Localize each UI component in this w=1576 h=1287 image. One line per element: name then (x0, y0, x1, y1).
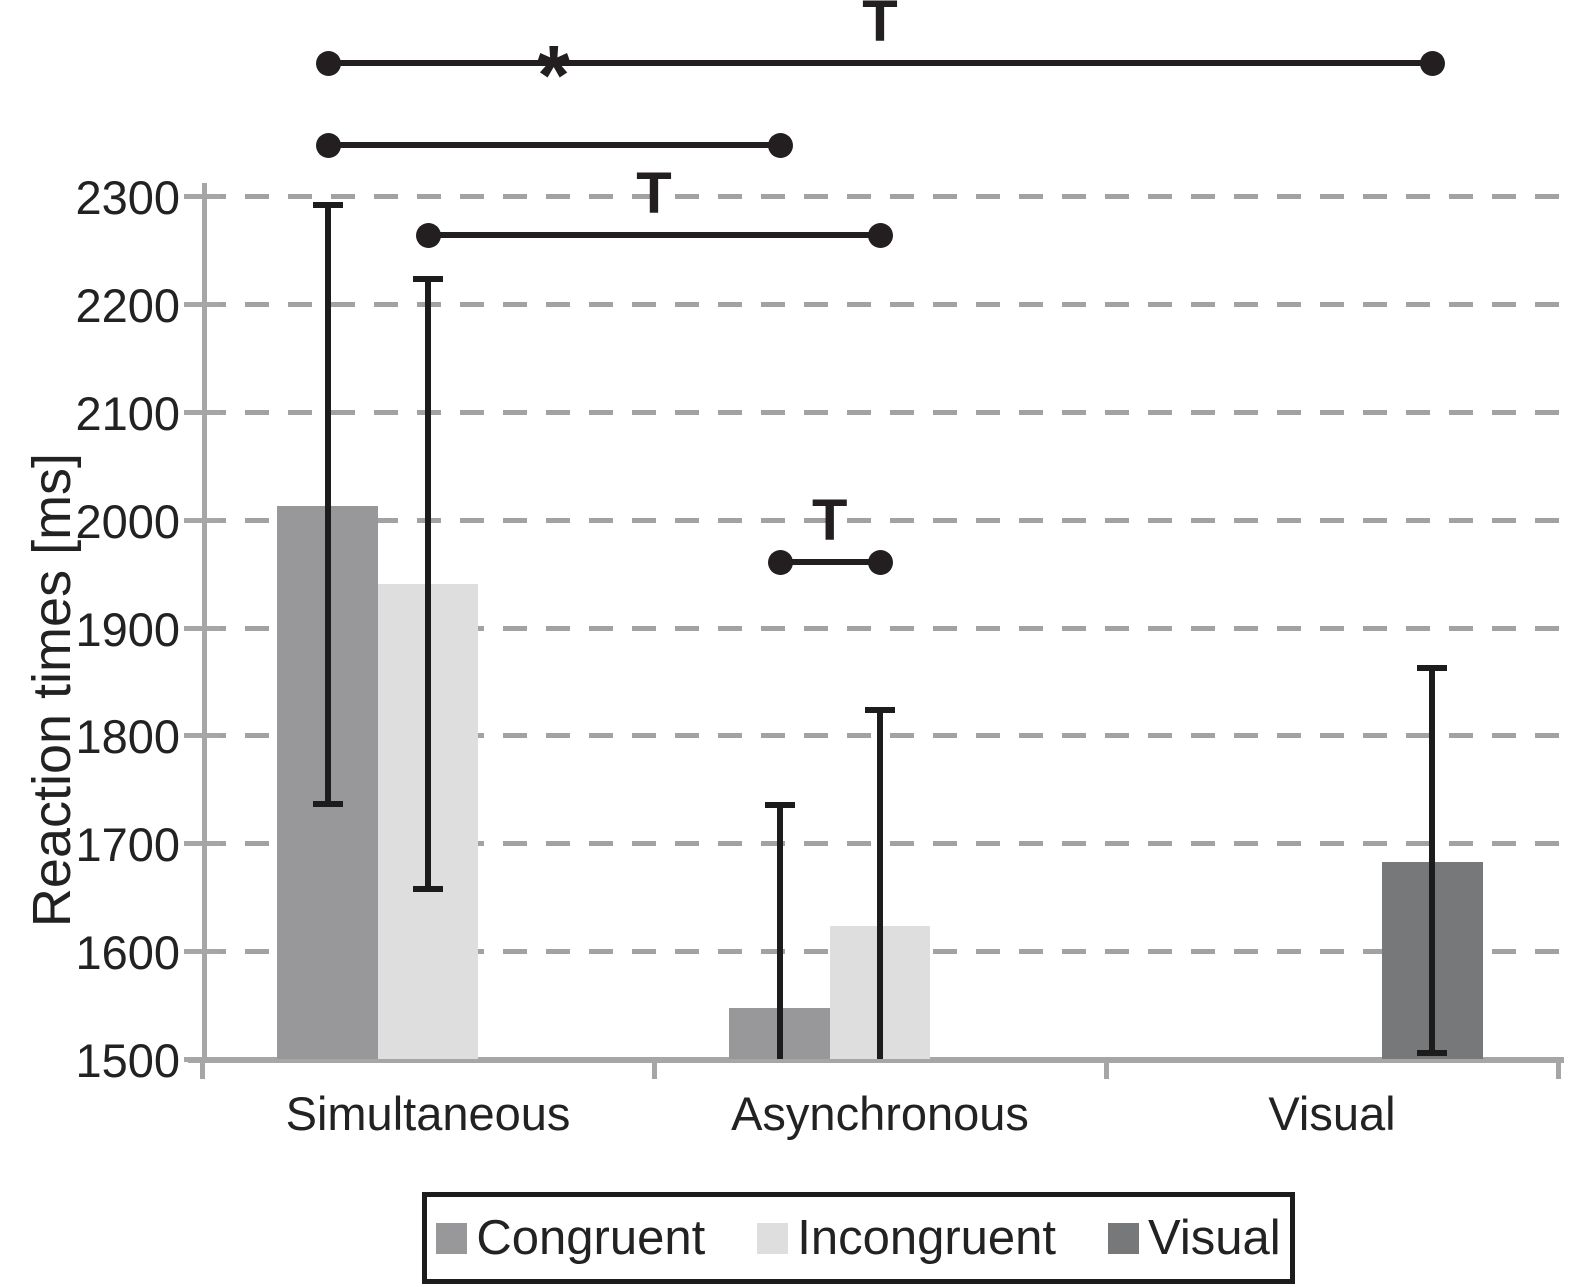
legend-swatch-visual (1108, 1222, 1140, 1254)
legend-label-incongruent: Incongruent (797, 1210, 1057, 1265)
significance-bracket-1-line (327, 142, 780, 148)
gridline-2200 (202, 301, 1564, 307)
significance-bracket-2-dot-left (416, 223, 441, 248)
significance-bracket-0-label: T (862, 0, 898, 54)
y-tick-mark-2300 (184, 194, 220, 199)
legend-swatch-incongruent (757, 1222, 789, 1254)
x-tick-stub-0 (200, 1057, 205, 1079)
legend-item-incongruent: Incongruent (757, 1210, 1057, 1265)
gridline-1800 (202, 733, 1564, 739)
error-bar-visual-visual-cap-top (1417, 665, 1448, 672)
x-axis-label-visual: Visual (1268, 1087, 1396, 1140)
significance-bracket-2-dot-right (868, 223, 893, 248)
x-axis-line (188, 1057, 1564, 1063)
significance-bracket-1-dot-left (315, 133, 341, 158)
error-bar-visual-visual-cap-bottom (1417, 1049, 1448, 1056)
significance-bracket-1-dot-right (767, 133, 793, 158)
gridline-2100 (202, 409, 1564, 415)
significance-bracket-3-line (779, 559, 880, 565)
legend-item-congruent: Congruent (436, 1210, 706, 1265)
gridline-1700 (202, 841, 1564, 847)
significance-bracket-3-label: T (812, 488, 848, 553)
x-tick-stub-3 (1556, 1057, 1561, 1079)
error-bar-simultaneous-incongruent-cap-bottom (413, 885, 443, 892)
error-bar-simultaneous-congruent-cap-bottom (312, 801, 343, 808)
significance-bracket-3-dot-left (767, 550, 793, 575)
error-bar-asynchronous-incongruent (877, 709, 883, 1059)
legend-label-congruent: Congruent (476, 1210, 706, 1265)
error-bar-simultaneous-incongruent-cap-top (413, 275, 443, 282)
error-bar-asynchronous-congruent-cap-top (764, 802, 795, 809)
y-tick-label-2000: 2000 (75, 494, 180, 548)
error-bar-simultaneous-congruent-cap-top (312, 201, 343, 208)
x-axis-label-simultaneous: Simultaneous (285, 1087, 571, 1140)
y-tick-label-1800: 1800 (75, 710, 180, 764)
gridline-1900 (202, 625, 1564, 631)
y-tick-mark-2100 (184, 409, 220, 415)
y-tick-label-1700: 1700 (75, 818, 180, 872)
legend-label-visual: Visual (1148, 1210, 1281, 1265)
significance-bracket-2-label: T (636, 161, 672, 226)
y-tick-mark-1800 (184, 733, 220, 739)
y-tick-label-1900: 1900 (75, 602, 180, 656)
error-bar-simultaneous-incongruent (425, 277, 431, 890)
y-tick-mark-1600 (184, 949, 220, 955)
error-bar-asynchronous-incongruent-cap-top (865, 707, 895, 714)
legend: Congruent Incongruent Visual (422, 1192, 1295, 1284)
y-tick-label-2200: 2200 (75, 278, 180, 332)
y-tick-mark-1700 (184, 841, 220, 847)
significance-bracket-3-dot-right (868, 550, 893, 575)
significance-bracket-0-dot-left (315, 51, 341, 76)
significance-bracket-0-line (327, 60, 1433, 66)
y-tick-label-1500: 1500 (75, 1034, 180, 1087)
x-tick-stub-1 (652, 1057, 657, 1079)
y-tick-label-2100: 2100 (75, 386, 180, 440)
legend-swatch-congruent (436, 1222, 468, 1254)
y-tick-mark-2200 (184, 301, 220, 307)
significance-bracket-0-dot-right (1420, 51, 1446, 76)
y-tick-mark-1900 (184, 625, 220, 631)
significance-bracket-2-line (428, 232, 880, 238)
gridline-2300 (202, 194, 1564, 199)
y-axis-line (202, 183, 207, 1063)
x-axis-label-asynchronous: Asynchronous (731, 1087, 1029, 1140)
error-bar-asynchronous-congruent (776, 804, 783, 1059)
legend-item-visual: Visual (1108, 1210, 1281, 1265)
gridline-2000 (202, 517, 1564, 523)
error-bar-visual-visual (1429, 667, 1436, 1054)
y-tick-label-2300: 2300 (75, 171, 180, 224)
error-bar-simultaneous-congruent (324, 203, 331, 806)
x-tick-stub-2 (1104, 1057, 1109, 1079)
y-tick-label-1600: 1600 (75, 926, 180, 980)
y-tick-mark-2000 (184, 517, 220, 523)
significance-bracket-1-label: * (537, 28, 570, 122)
